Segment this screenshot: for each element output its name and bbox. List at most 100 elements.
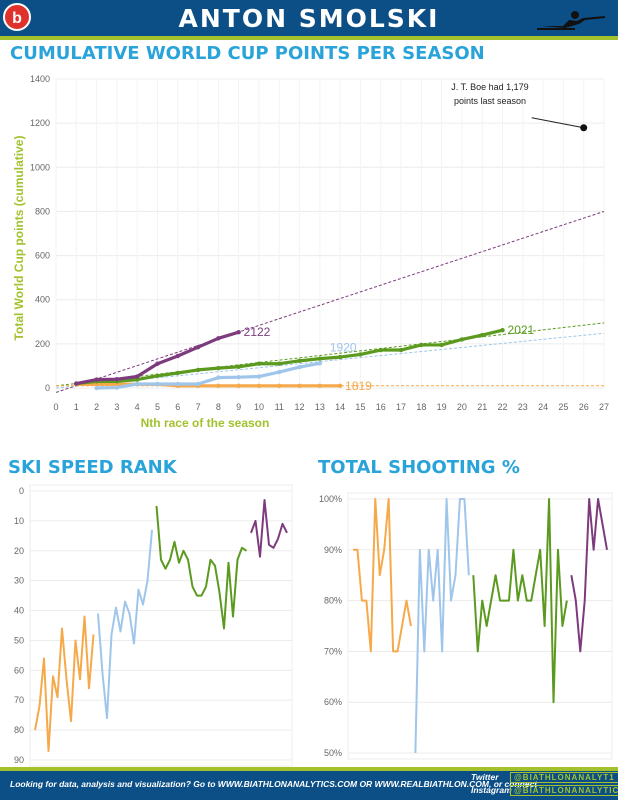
- x-tick-label: 8: [216, 402, 221, 412]
- data-point-2021: [236, 364, 241, 370]
- ski-y-tick-label: 90: [14, 755, 24, 765]
- data-point-1819: [236, 383, 241, 388]
- data-point-2021: [216, 365, 221, 371]
- x-tick-label: 10: [254, 402, 264, 412]
- y-tick-label: 0: [45, 383, 50, 393]
- shoot-y-tick-label: 60%: [324, 697, 342, 707]
- x-tick-label: 14: [335, 402, 345, 412]
- instagram-label: Instagram: [471, 785, 512, 795]
- data-point-2122: [175, 353, 180, 359]
- svg-text:b: b: [12, 10, 22, 27]
- ski-y-tick-label: 30: [14, 576, 24, 586]
- shoot-y-tick-label: 70%: [324, 646, 342, 656]
- ski-y-tick-label: 20: [14, 546, 24, 556]
- data-point-1920: [94, 385, 99, 391]
- x-tick-label: 18: [416, 402, 426, 412]
- series-line-1819: [76, 382, 341, 388]
- header-bar: [0, 0, 618, 36]
- series-label-2021: 2021: [508, 323, 535, 337]
- x-tick-label: 15: [355, 402, 365, 412]
- x-tick-label: 1: [74, 402, 79, 412]
- series-line-2021: [76, 328, 503, 386]
- x-tick-label: 11: [275, 402, 284, 412]
- data-point-2122: [155, 361, 160, 366]
- annotation-leader-line: [531, 117, 584, 129]
- header-accent-stripe: [0, 36, 618, 40]
- x-tick-label: 0: [53, 402, 58, 412]
- data-point-2021: [297, 358, 302, 364]
- data-point-1920: [114, 385, 120, 390]
- data-point-1920: [195, 381, 201, 387]
- data-point-1920: [277, 369, 282, 375]
- x-tick-label: 20: [457, 402, 467, 412]
- data-point-2021: [480, 332, 485, 338]
- x-tick-label: 24: [538, 402, 548, 412]
- ski-series-line-2122: [250, 498, 288, 558]
- x-tick-label: 7: [196, 402, 201, 412]
- instagram-handle[interactable]: @BIATHLONANALYTICS: [510, 785, 618, 796]
- ski-y-tick-label: 40: [14, 606, 24, 616]
- data-point-2122: [134, 374, 140, 379]
- data-point-1819: [337, 383, 343, 388]
- x-tick-label: 22: [498, 402, 508, 412]
- data-point-2122: [94, 377, 99, 382]
- data-point-1819: [277, 383, 282, 388]
- x-tick-label: 21: [477, 402, 487, 412]
- athlete-name-title: ANTON SMOLSKI: [178, 4, 440, 33]
- x-tick-label: 6: [175, 402, 180, 412]
- series-line-1920: [96, 361, 321, 390]
- data-point-2021: [459, 337, 465, 342]
- data-point-2021: [358, 352, 363, 357]
- data-point-1819: [216, 383, 221, 388]
- twitter-handle[interactable]: @BIATHLONANALYT1: [510, 772, 618, 783]
- y-tick-label: 1200: [30, 118, 50, 128]
- series-label-2122: 2122: [244, 325, 271, 339]
- data-point-1920: [236, 374, 241, 380]
- shoot-series-line-2021: [472, 498, 568, 704]
- data-point-1819: [297, 383, 302, 388]
- x-tick-label: 3: [114, 402, 119, 412]
- x-tick-label: 13: [315, 402, 325, 412]
- annotation-point: [580, 124, 588, 132]
- trendline-2122: [55, 210, 605, 393]
- ski-y-tick-label: 80: [14, 725, 24, 735]
- data-point-2021: [398, 347, 404, 353]
- x-axis-label: Nth race of the season: [141, 416, 270, 430]
- trendline-2021: [55, 322, 605, 387]
- shoot-y-tick-label: 80%: [324, 596, 342, 606]
- y-tick-label: 1000: [30, 162, 50, 172]
- total-shooting-title: TOTAL SHOOTING %: [318, 457, 520, 478]
- shoot-y-tick-label: 90%: [324, 545, 342, 555]
- shoot-series-line-1920: [414, 498, 470, 754]
- data-point-1920: [297, 364, 302, 370]
- x-tick-label: 19: [437, 402, 447, 412]
- data-point-2021: [317, 356, 323, 361]
- data-point-1819: [256, 383, 262, 388]
- data-point-2021: [277, 361, 282, 366]
- data-point-2122: [216, 336, 221, 341]
- ski-y-tick-label: 10: [14, 516, 24, 526]
- shoot-series-line-1819: [353, 498, 412, 653]
- data-point-1920: [216, 375, 221, 380]
- series-label-1920: 1920: [330, 340, 357, 354]
- ski-y-tick-label: 0: [19, 486, 24, 496]
- realbiathlon-logo-icon: b: [3, 3, 31, 31]
- annotation-line-2: points last season: [454, 96, 526, 106]
- ski-speed-rank-title: SKI SPEED RANK: [8, 457, 177, 478]
- x-tick-label: 12: [295, 402, 305, 412]
- shoot-plot-frame: [347, 492, 613, 760]
- x-tick-label: 4: [135, 402, 140, 412]
- footer-accent-stripe: [0, 767, 618, 771]
- data-point-1920: [256, 374, 262, 379]
- y-axis-label: Total World Cup points (cumulative): [12, 136, 26, 341]
- x-tick-label: 17: [396, 402, 406, 412]
- data-point-1920: [317, 361, 323, 366]
- x-tick-label: 23: [518, 402, 528, 412]
- data-point-2021: [419, 342, 424, 348]
- x-tick-label: 26: [579, 402, 589, 412]
- twitter-label: Twitter: [471, 772, 499, 782]
- data-point-2021: [500, 327, 505, 333]
- shoot-y-tick-label: 100%: [319, 494, 342, 504]
- ski-plot-frame: [29, 484, 293, 767]
